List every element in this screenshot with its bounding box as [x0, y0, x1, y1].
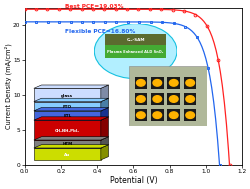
Text: Best PCE=19.03%: Best PCE=19.03%: [64, 4, 123, 9]
X-axis label: Potential (V): Potential (V): [109, 176, 157, 185]
Text: Flexible PCE=16.80%: Flexible PCE=16.80%: [64, 29, 134, 34]
Y-axis label: Current Density (mA/cm²): Current Density (mA/cm²): [4, 44, 12, 129]
